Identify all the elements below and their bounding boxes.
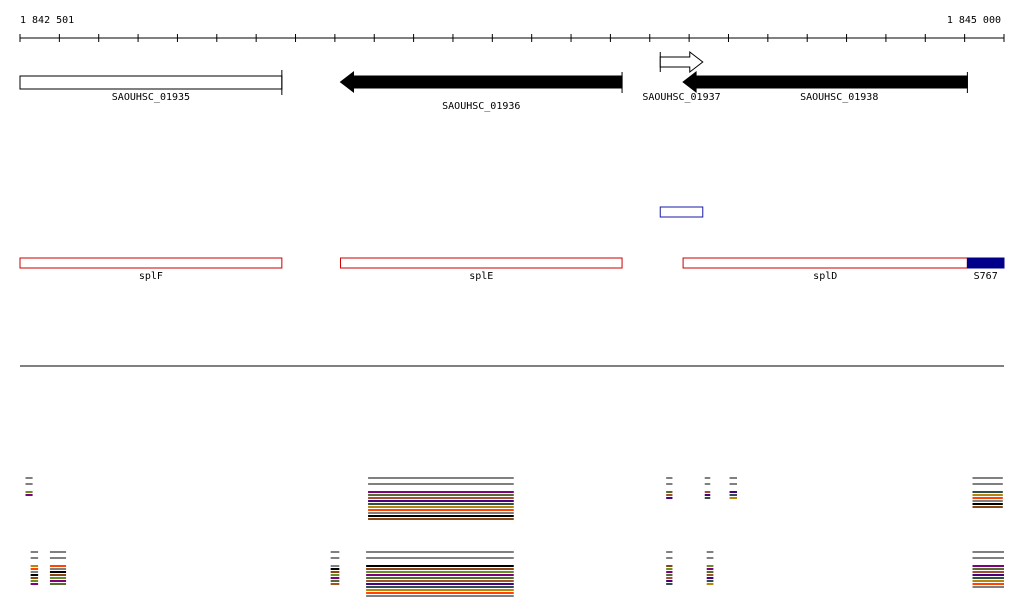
annotation-splf[interactable]: splF [19, 257, 283, 282]
gene-arrow-reverse [339, 70, 623, 94]
annotation-box [966, 257, 1005, 269]
gene-label: SAOUHSC_01938 [800, 92, 878, 103]
feature-box[interactable] [659, 206, 704, 218]
ruler-start-label: 1 842 501 [20, 15, 74, 26]
feature-track [659, 206, 704, 218]
annotation-label: splE [469, 271, 493, 282]
gene-label: SAOUHSC_01935 [112, 92, 190, 103]
annotation-track: splF splE splD S767 [19, 257, 1005, 282]
coverage-block [729, 477, 738, 499]
ruler-ticks [19, 34, 1005, 42]
gene-arrow-forward [659, 50, 704, 74]
annotation-sple[interactable]: splE [340, 257, 623, 282]
coverage-block [49, 551, 67, 585]
coverage-block [330, 551, 340, 585]
coverage-block [25, 477, 33, 496]
annotation-box [682, 257, 968, 269]
annotation-label: splF [139, 271, 163, 282]
gene-arrow-reverse [682, 70, 968, 94]
coverage-block [972, 477, 1003, 508]
gene-box [19, 75, 283, 90]
coverage-block [666, 477, 673, 499]
gene-label: SAOUHSC_01937 [642, 92, 720, 103]
coverage-block [706, 551, 714, 585]
annotation-box [19, 257, 283, 269]
gene-label: SAOUHSC_01936 [442, 101, 520, 112]
annotation-box [340, 257, 623, 269]
gene-saouhsc_01938[interactable]: SAOUHSC_01938 [682, 70, 968, 103]
gene-saouhsc_01937[interactable]: SAOUHSC_01937 [642, 50, 721, 103]
gene-saouhsc_01935[interactable]: SAOUHSC_01935 [19, 70, 283, 103]
gene-track: SAOUHSC_01935 SAOUHSC_01936 SAOUHSC_01937 S… [19, 50, 968, 112]
annotation-label: splD [813, 271, 837, 282]
coverage-block [30, 551, 39, 585]
ruler-end-label: 1 845 000 [947, 15, 1001, 26]
coverage-block [704, 477, 711, 499]
read-coverage-track [25, 477, 1004, 597]
coverage-block [366, 551, 514, 597]
gene-saouhsc_01936[interactable]: SAOUHSC_01936 [339, 70, 623, 112]
coverage-block [972, 551, 1004, 588]
annotation-s767[interactable]: S767 [966, 257, 1005, 282]
annotation-label: S767 [974, 271, 998, 282]
coverage-block [666, 551, 673, 585]
coordinate-ruler: 1 842 501 1 845 000 [19, 15, 1005, 42]
annotation-spld[interactable]: splD [682, 257, 968, 282]
coverage-block [368, 477, 514, 520]
